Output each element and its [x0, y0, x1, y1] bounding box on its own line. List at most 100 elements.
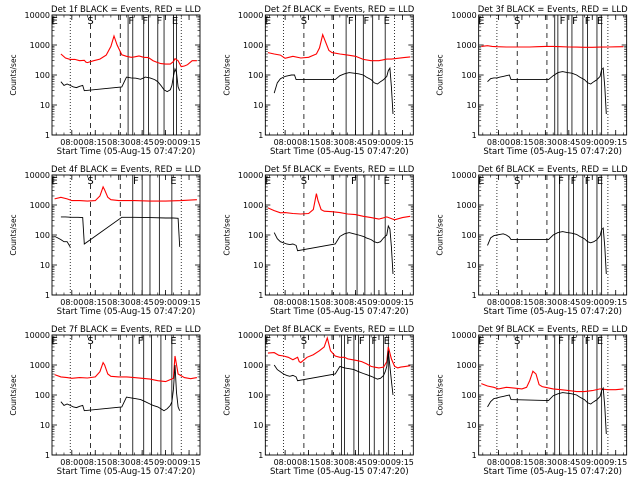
- x-axis-label: Start Time (05-Aug-15 07:47:20): [483, 467, 622, 477]
- y-tick-label: 1: [472, 131, 477, 140]
- x-tick-label: 08:00: [487, 458, 510, 467]
- x-tick-label: 08:15: [297, 138, 320, 147]
- x-tick-label: 08:45: [344, 138, 367, 147]
- x-tick-label: 09:00: [367, 458, 390, 467]
- phase-marker-label: E: [478, 16, 484, 27]
- y-tick-label: 1000: [456, 361, 476, 370]
- plot-frame: [264, 174, 414, 296]
- phase-marker-label: F: [346, 336, 352, 347]
- y-axis-label: Counts/sec: [436, 214, 445, 255]
- phase-marker-label: E: [51, 336, 57, 347]
- phase-marker-label: F: [128, 16, 134, 27]
- x-axis-label: Start Time (05-Aug-15 07:47:20): [57, 147, 196, 157]
- y-tick-label: 100: [35, 391, 50, 400]
- x-axis-label: Start Time (05-Aug-15 07:47:20): [270, 147, 409, 157]
- y-tick-label: 10: [466, 101, 476, 110]
- y-tick-label: 10000: [238, 331, 263, 340]
- x-tick-label: 09:15: [604, 458, 627, 467]
- phase-marker-label: S: [301, 176, 307, 187]
- x-tick-label: 08:30: [321, 138, 344, 147]
- y-axis-label: Counts/sec: [436, 374, 445, 415]
- phase-marker-label: F: [571, 336, 577, 347]
- phase-marker-label: E: [51, 16, 57, 27]
- lld-series-line: [54, 185, 197, 202]
- chart-title: Det 9f BLACK = Events, RED = LLD: [478, 325, 628, 335]
- lld-series-line: [481, 370, 624, 393]
- phase-marker-label: S: [87, 16, 93, 27]
- phase-marker-label: F: [585, 16, 591, 27]
- y-tick-label: 10000: [25, 11, 50, 20]
- chart-title: Det 7f BLACK = Events, RED = LLD: [51, 325, 201, 335]
- x-tick-label: 08:15: [510, 458, 533, 467]
- y-tick-label: 1000: [30, 201, 50, 210]
- x-tick-label: 09:15: [178, 138, 201, 147]
- phase-marker-label: F: [364, 16, 370, 27]
- y-axis-label: Counts/sec: [436, 54, 445, 95]
- x-tick-label: 08:30: [534, 298, 557, 307]
- events-series-line: [487, 227, 607, 275]
- x-tick-label: 08:00: [487, 138, 510, 147]
- phase-marker-label: F: [585, 336, 591, 347]
- y-tick-label: 10: [253, 101, 263, 110]
- y-axis-label: Counts/sec: [9, 214, 18, 255]
- x-tick-label: 09:15: [178, 458, 201, 467]
- chart-title: Det 6f BLACK = Events, RED = LLD: [478, 165, 628, 175]
- x-axis-label: Start Time (05-Aug-15 07:47:20): [57, 467, 196, 477]
- plot-frame: [478, 14, 628, 136]
- x-tick-label: 09:00: [581, 458, 604, 467]
- x-tick-label: 08:30: [534, 138, 557, 147]
- phase-marker-label: E: [384, 336, 390, 347]
- y-tick-label: 1: [258, 451, 263, 460]
- lld-series-line: [267, 193, 411, 221]
- x-tick-label: 09:00: [154, 138, 177, 147]
- phase-marker-label: F: [572, 16, 578, 27]
- plot-frame: [264, 14, 414, 136]
- events-series-line: [60, 67, 181, 93]
- y-tick-label: 10: [466, 261, 476, 270]
- x-tick-label: 08:15: [510, 138, 533, 147]
- x-tick-label: 08:15: [510, 298, 533, 307]
- x-tick-label: 09:00: [581, 298, 604, 307]
- plot-frame: [264, 334, 414, 456]
- chart-title: Det 4f BLACK = Events, RED = LLD: [51, 165, 201, 175]
- y-axis-label: Counts/sec: [222, 54, 231, 95]
- y-tick-label: 100: [35, 231, 50, 240]
- x-tick-label: 08:45: [557, 298, 580, 307]
- phase-marker-label: E: [170, 176, 176, 187]
- phase-marker-label: E: [384, 176, 390, 187]
- x-tick-label: 09:15: [178, 298, 201, 307]
- phase-marker-label: F: [156, 16, 162, 27]
- y-tick-label: 1000: [456, 41, 476, 50]
- x-tick-label: 08:00: [274, 458, 297, 467]
- chart-title: Det 1f BLACK = Events, RED = LLD: [51, 5, 201, 15]
- phase-marker-label: S: [301, 16, 307, 27]
- events-series-line: [273, 66, 394, 115]
- y-tick-label: 1: [45, 451, 50, 460]
- x-tick-label: 08:45: [557, 138, 580, 147]
- phase-marker-label: S: [301, 336, 307, 347]
- x-tick-label: 09:15: [391, 138, 414, 147]
- phase-marker-label: F: [359, 336, 365, 347]
- phase-marker-label: E: [265, 176, 271, 187]
- lld-series-line: [267, 32, 411, 62]
- x-tick-label: 09:00: [367, 138, 390, 147]
- phase-marker-label: F: [348, 16, 354, 27]
- y-axis-label: Counts/sec: [222, 374, 231, 415]
- phase-marker-label: E: [597, 176, 603, 187]
- y-axis-label: Counts/sec: [9, 54, 18, 95]
- y-tick-label: 100: [461, 231, 476, 240]
- y-tick-label: 100: [248, 231, 263, 240]
- y-tick-label: 10000: [451, 11, 476, 20]
- phase-marker-label: F: [558, 336, 564, 347]
- y-tick-label: 10000: [238, 11, 263, 20]
- plot-frame: [478, 334, 628, 456]
- phase-marker-label: S: [514, 176, 520, 187]
- x-tick-label: 08:45: [131, 138, 154, 147]
- chart-title: Det 5f BLACK = Events, RED = LLD: [264, 165, 414, 175]
- x-tick-label: 09:00: [154, 298, 177, 307]
- y-tick-label: 10: [466, 421, 476, 430]
- phase-marker-label: F: [138, 336, 144, 347]
